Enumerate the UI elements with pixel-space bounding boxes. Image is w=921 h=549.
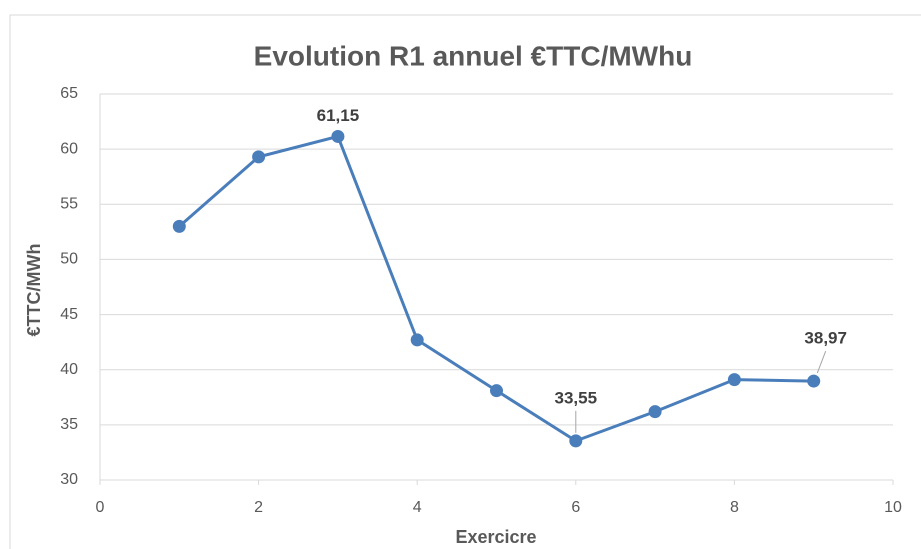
x-tick-label: 0 xyxy=(96,499,105,516)
data-point xyxy=(490,384,503,398)
data-label: 38,97 xyxy=(804,329,847,348)
y-tick-label: 40 xyxy=(60,361,78,378)
data-label: 61,15 xyxy=(317,106,360,125)
leader-line xyxy=(816,350,827,374)
x-tick-label: 8 xyxy=(730,499,739,516)
data-point xyxy=(648,405,662,419)
y-tick-label: 35 xyxy=(60,416,78,433)
data-point xyxy=(410,333,424,347)
y-tick-label: 55 xyxy=(60,196,78,213)
y-axis-label: €TTC/MWh xyxy=(24,244,44,337)
data-point xyxy=(331,129,345,143)
data-point xyxy=(807,374,821,388)
chart-border xyxy=(9,14,921,549)
data-point xyxy=(172,219,186,233)
chart-title: Evolution R1 annuel €TTC/MWhu xyxy=(254,40,693,71)
x-tick-label: 10 xyxy=(884,499,902,516)
data-point xyxy=(727,373,741,387)
y-tick-label: 30 xyxy=(60,471,78,488)
y-tick-label: 50 xyxy=(60,251,78,268)
data-point xyxy=(252,150,266,164)
x-axis-label: Exercicre xyxy=(455,527,536,547)
data-point xyxy=(569,434,583,448)
data-label: 33,55 xyxy=(555,388,598,407)
y-tick-label: 45 xyxy=(60,306,78,323)
y-tick-label: 65 xyxy=(60,85,78,102)
x-tick-label: 4 xyxy=(413,499,422,516)
y-tick-label: 60 xyxy=(60,140,78,157)
x-tick-label: 6 xyxy=(571,499,580,516)
x-tick-label: 2 xyxy=(254,499,263,516)
